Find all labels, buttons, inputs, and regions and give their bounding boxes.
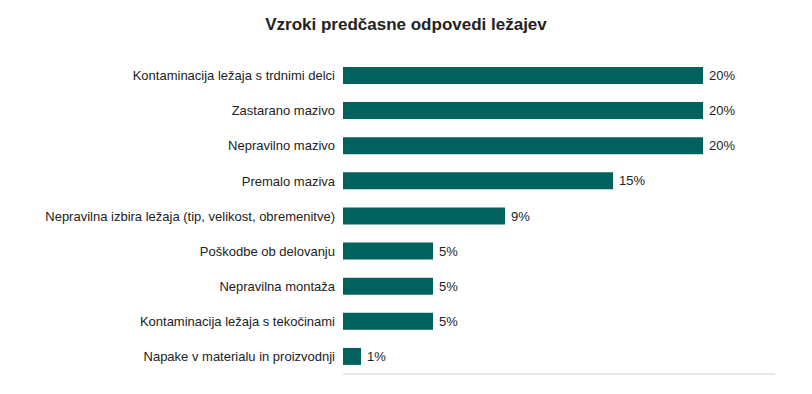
svg-text:Kontaminacija ležaja s trdnimi: Kontaminacija ležaja s trdnimi delci [133, 68, 335, 83]
svg-text:Nepravilno mazivo: Nepravilno mazivo [228, 138, 335, 153]
svg-text:15%: 15% [619, 173, 645, 188]
html-text:Vzroki predčasne odpovedi leža: Vzroki predčasne odpovedi ležajev [265, 15, 547, 34]
svg-text:20%: 20% [709, 138, 735, 153]
svg-text:Premalo maziva: Premalo maziva [242, 174, 336, 189]
svg-text:20%: 20% [709, 103, 735, 118]
svg-text:Nepravilna izbira ležaja (tip,: Nepravilna izbira ležaja (tip, velikost,… [45, 209, 335, 224]
svg-text:Napake v materialu in proizvod: Napake v materialu in proizvodnji [144, 349, 336, 364]
svg-text:Zastarano mazivo: Zastarano mazivo [232, 103, 335, 118]
svg-text:Kontaminacija ležaja s tekočin: Kontaminacija ležaja s tekočinami [140, 314, 335, 329]
svg-text:Nepravilna montaža: Nepravilna montaža [219, 279, 335, 294]
svg-text:1%: 1% [367, 349, 386, 364]
svg-text:5%: 5% [439, 279, 458, 294]
svg-text:20%: 20% [709, 68, 735, 83]
svg-text:5%: 5% [439, 314, 458, 329]
svg-text:Poškodbe ob delovanju: Poškodbe ob delovanju [200, 244, 335, 259]
svg-text:9%: 9% [511, 209, 530, 224]
svg-text:5%: 5% [439, 244, 458, 259]
